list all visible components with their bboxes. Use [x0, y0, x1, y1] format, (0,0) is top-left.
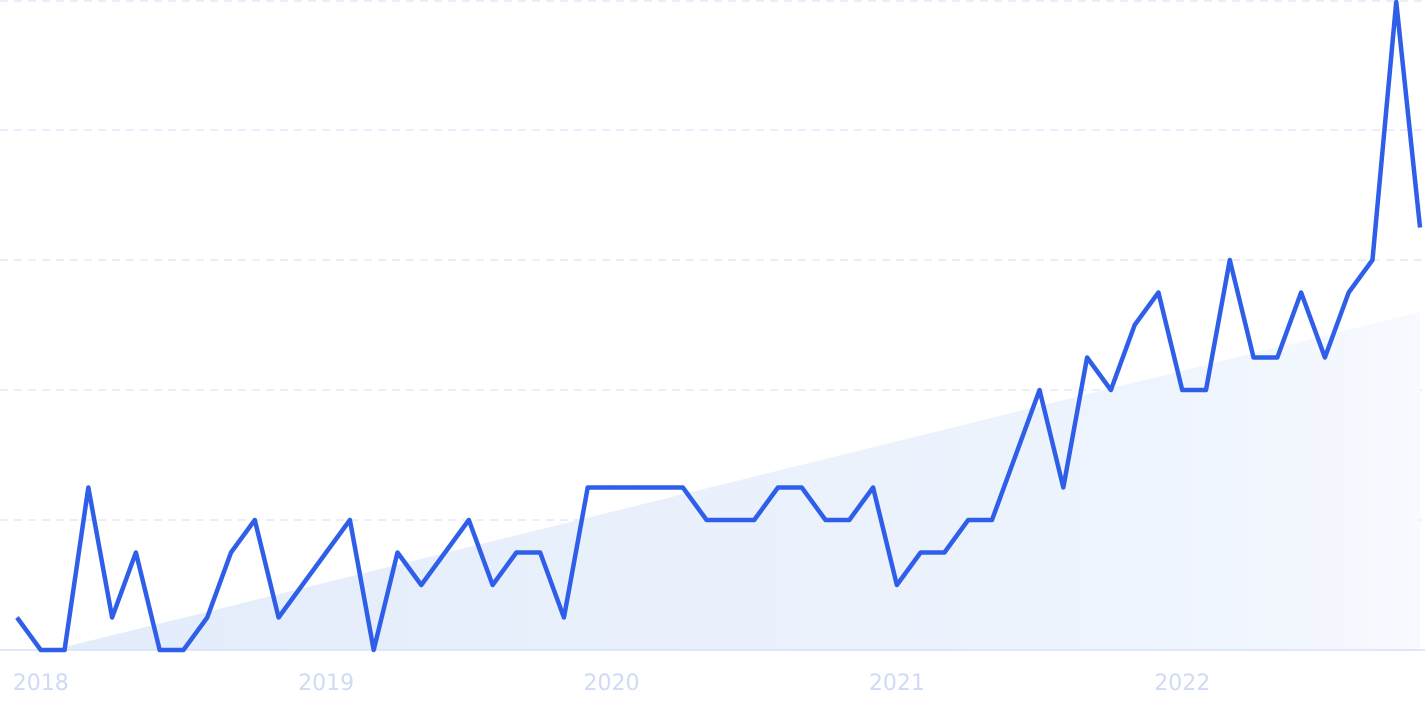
x-tick-label: 2020	[584, 671, 640, 696]
data-points	[16, 1, 1421, 651]
x-tick-label: 2018	[13, 671, 69, 696]
trend-area	[52, 312, 1421, 650]
x-tick-label: 2021	[869, 671, 925, 696]
series-line	[15, 0, 1423, 653]
x-tick-label: 2019	[298, 671, 354, 696]
x-tick-label: 2022	[1154, 671, 1210, 696]
x-axis-ticks: 2018 2019 2020 2021 2022	[13, 671, 1210, 696]
